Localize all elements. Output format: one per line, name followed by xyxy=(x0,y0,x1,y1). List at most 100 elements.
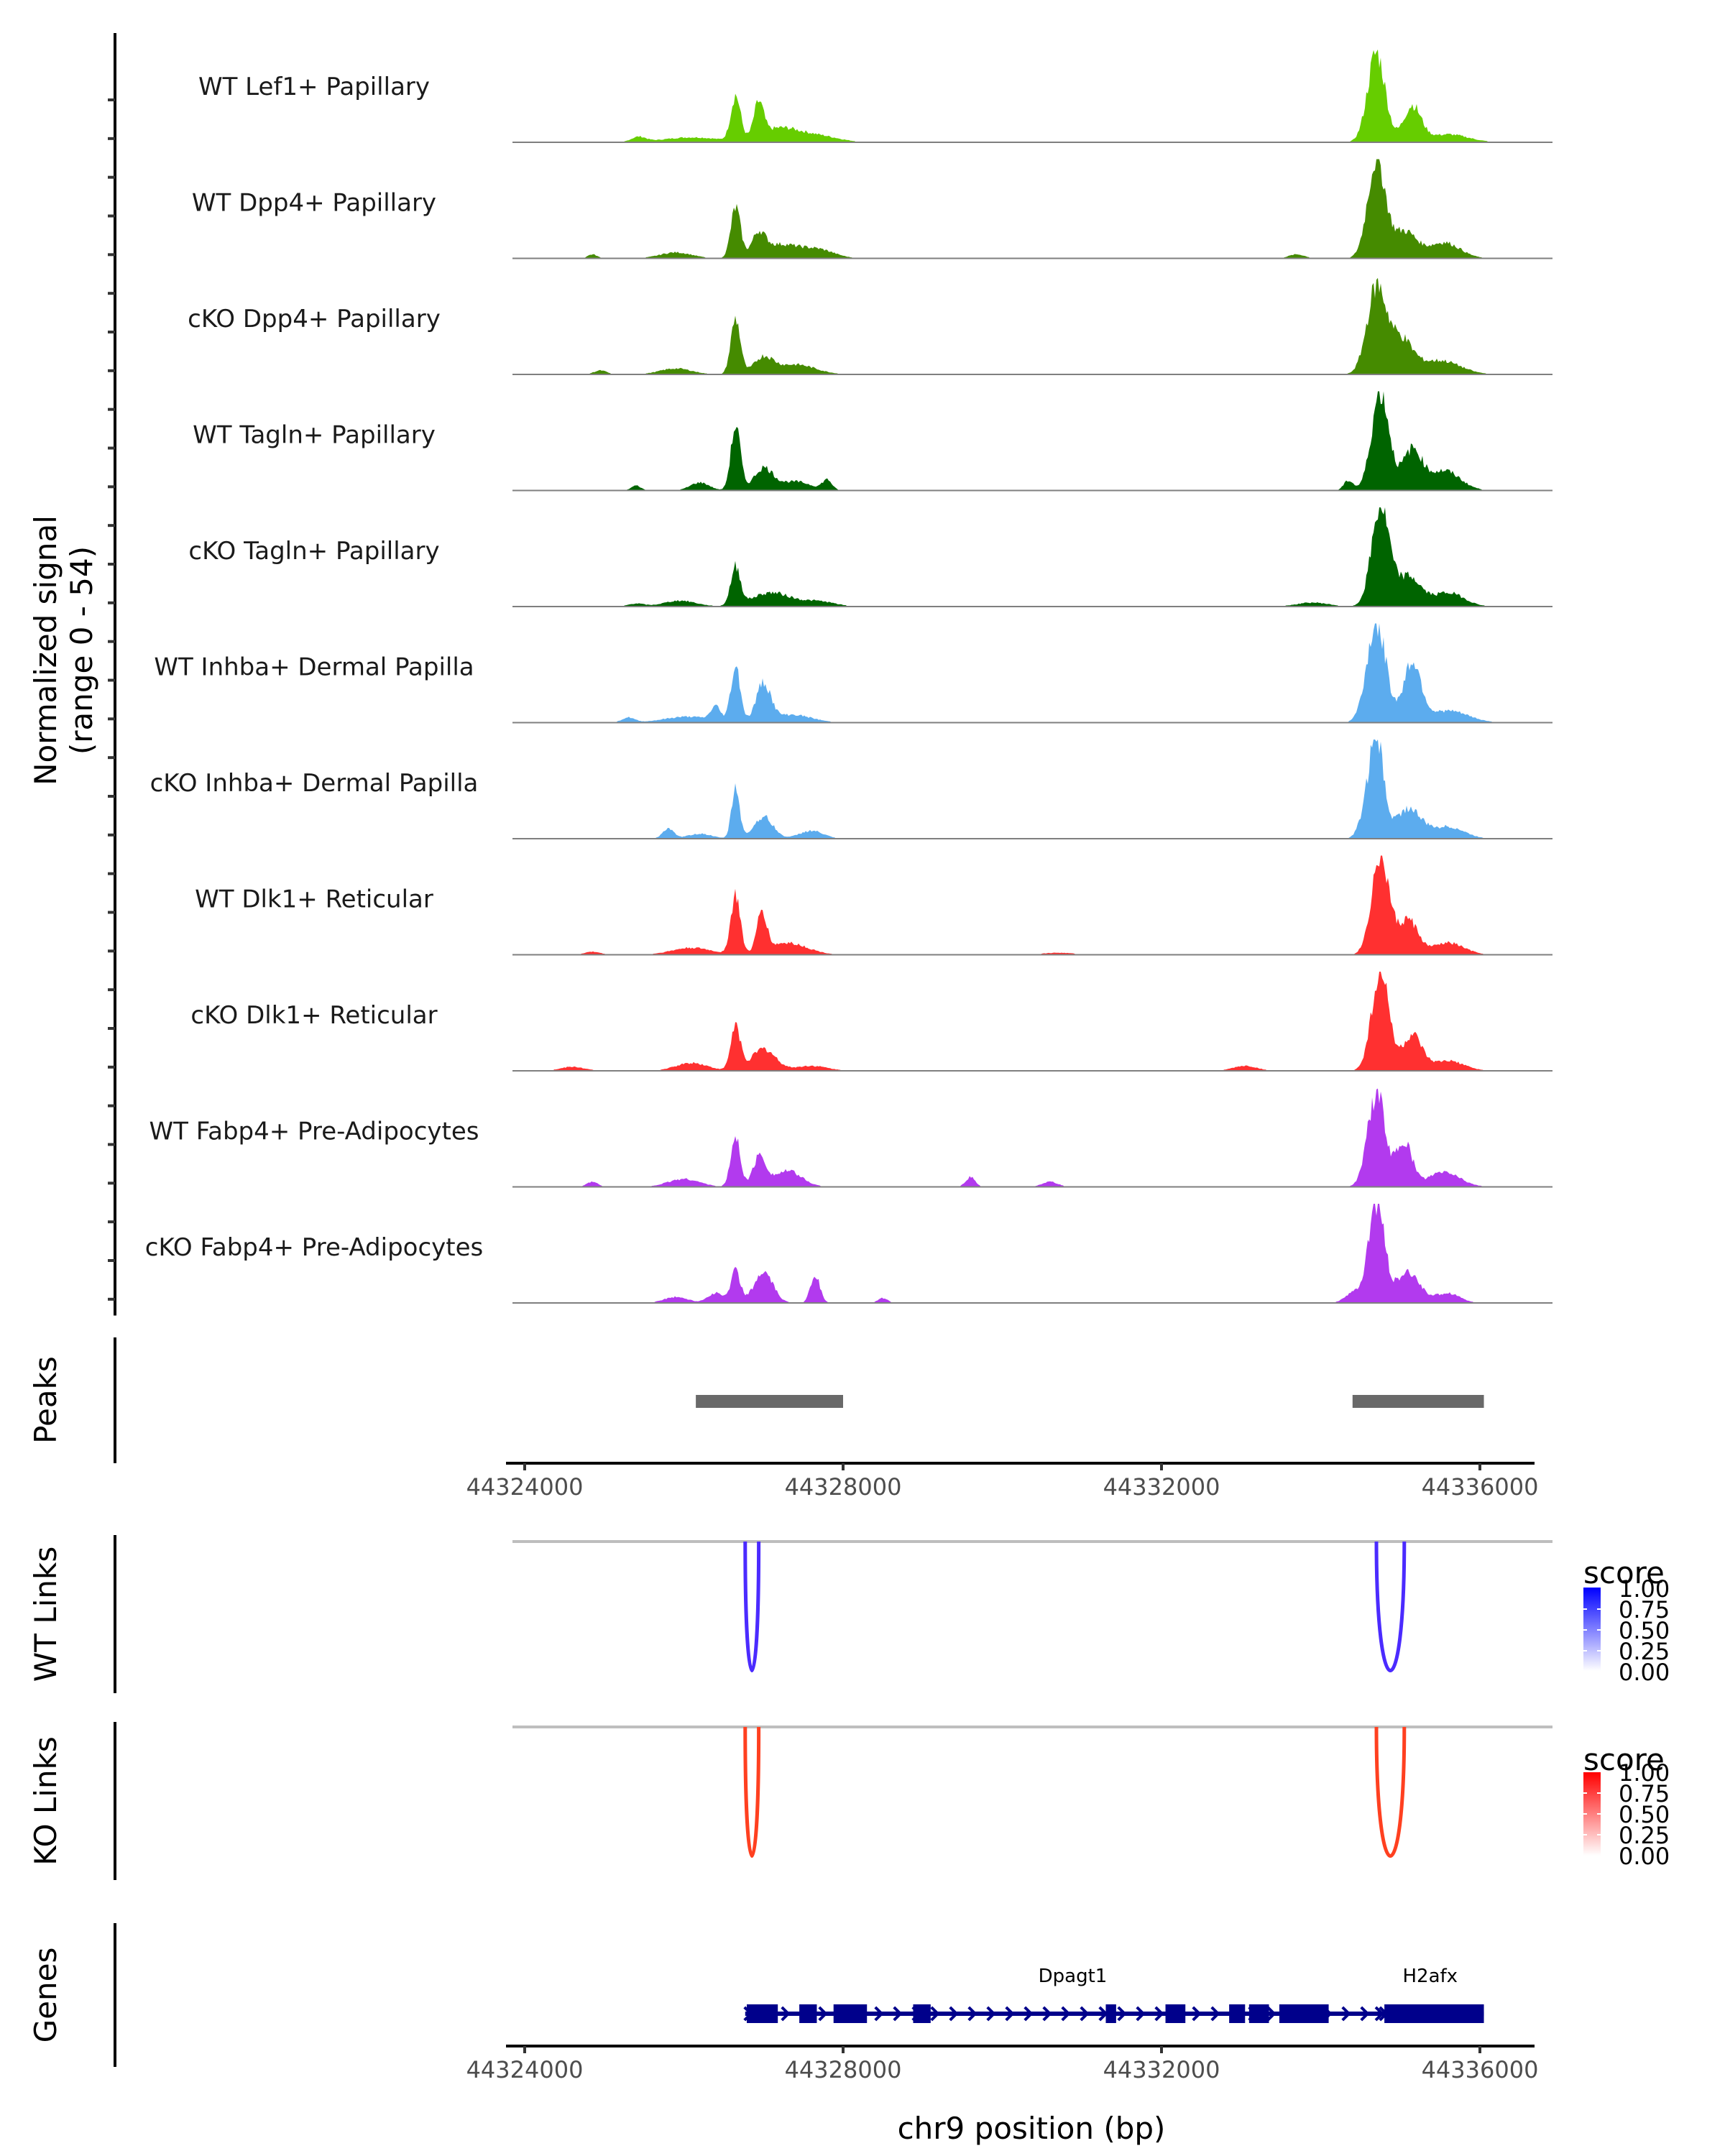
coverage-track: cKO Tagln+ Papillary xyxy=(188,507,1552,607)
track-label: cKO Tagln+ Papillary xyxy=(188,537,439,566)
x-tick-label: 44328000 xyxy=(785,2056,902,2083)
coverage-area xyxy=(512,391,1552,491)
x-tick-label: 44336000 xyxy=(1422,1473,1539,1501)
legend-tick-label: 0.25 xyxy=(1619,1638,1670,1665)
track-label: WT Dlk1+ Reticular xyxy=(195,885,433,914)
strand-arrow-icon xyxy=(1005,2006,1015,2022)
coverage-area xyxy=(512,1088,1552,1187)
strand-arrow-icon xyxy=(1192,2006,1202,2022)
strand-arrow-icon xyxy=(1042,2006,1052,2022)
strand-arrow-icon xyxy=(930,2006,940,2022)
track-label: cKO Dpp4+ Papillary xyxy=(188,305,441,333)
strand-arrow-icon xyxy=(986,2006,996,2022)
gene-model: H2afx xyxy=(1374,1966,1484,2023)
gene-label: H2afx xyxy=(1402,1966,1458,1987)
x-tick-label: 44336000 xyxy=(1422,2056,1539,2083)
strand-arrow-icon xyxy=(1136,2006,1146,2022)
legend-tick-label: 0.50 xyxy=(1619,1801,1670,1828)
exon xyxy=(799,2004,817,2023)
coverage-area xyxy=(512,507,1552,607)
gene-models: Dpagt1 H2afx xyxy=(743,1966,1484,2023)
coverage-track: WT Lef1+ Papillary xyxy=(198,49,1552,143)
legend-tick-label: 0.25 xyxy=(1619,1822,1670,1849)
signal-y-axis-title: Normalized signal xyxy=(28,515,63,786)
wt-legend-title: score xyxy=(1583,1555,1665,1590)
coverage-track: cKO Dpp4+ Papillary xyxy=(188,277,1552,375)
peak-region xyxy=(1352,1395,1484,1408)
ko-links-legend: score 1.000.750.500.250.00 xyxy=(1583,1742,1670,1870)
ko-legend-title: score xyxy=(1583,1742,1665,1777)
legend-tick-label: 0.50 xyxy=(1619,1617,1670,1644)
ko-links-label: KO Links xyxy=(28,1736,63,1866)
strand-arrow-icon xyxy=(1374,2006,1384,2022)
legend-tick-label: 0.00 xyxy=(1619,1843,1670,1870)
exon xyxy=(1279,2004,1329,2023)
exon xyxy=(746,2004,778,2023)
strand-arrow-icon xyxy=(967,2006,978,2022)
track-label: WT Inhba+ Dermal Papilla xyxy=(154,653,474,682)
exon xyxy=(1384,2004,1484,2023)
coverage-track: cKO Dlk1+ Reticular xyxy=(190,972,1552,1072)
gene-label: Dpagt1 xyxy=(1039,1966,1108,1987)
link-arc xyxy=(1374,1541,1407,1672)
strand-arrow-icon xyxy=(949,2006,959,2022)
track-label: WT Lef1+ Papillary xyxy=(198,73,430,101)
x-axis-bottom: 44324000 44328000 44332000 44336000 xyxy=(466,2045,1539,2083)
coverage-area xyxy=(512,623,1552,723)
coverage-track: WT Dpp4+ Papillary xyxy=(192,159,1552,259)
signal-y-axis-subtitle: (range 0 - 54) xyxy=(64,546,99,755)
wt-links-legend: score 1.000.750.500.250.00 xyxy=(1583,1555,1670,1686)
exon xyxy=(833,2004,868,2023)
coverage-track: cKO Fabp4+ Pre-Adipocytes xyxy=(145,1204,1552,1304)
x-tick-label: 44332000 xyxy=(1103,1473,1220,1501)
legend-tick-label: 0.75 xyxy=(1619,1780,1670,1807)
coverage-track: cKO Inhba+ Dermal Papilla xyxy=(150,740,1552,839)
strand-arrow-icon xyxy=(1061,2006,1071,2022)
strand-arrow-icon xyxy=(893,2006,903,2022)
coverage-area xyxy=(512,972,1552,1071)
coverage-tracks: WT Lef1+ Papillary WT Dpp4+ Papillary cKO … xyxy=(145,49,1552,1304)
strand-arrow-icon xyxy=(781,2006,791,2022)
link-arc xyxy=(1374,1726,1407,1858)
legend-tick-label: 0.75 xyxy=(1619,1596,1670,1623)
gene-model: Dpagt1 xyxy=(743,1966,1401,2023)
coverage-track: WT Inhba+ Dermal Papilla xyxy=(154,623,1552,724)
signal-y-axis xyxy=(108,33,116,1316)
track-label: cKO Fabp4+ Pre-Adipocytes xyxy=(145,1233,484,1262)
coverage-area xyxy=(512,740,1552,839)
exon xyxy=(1229,2004,1246,2023)
x-tick-label: 44332000 xyxy=(1103,2056,1220,2083)
peak-region xyxy=(696,1395,843,1408)
track-label: cKO Dlk1+ Reticular xyxy=(190,1001,437,1030)
track-label: cKO Inhba+ Dermal Papilla xyxy=(150,769,479,798)
x-tick-label: 44324000 xyxy=(466,1473,584,1501)
wt-links-label: WT Links xyxy=(28,1547,63,1682)
legend-tick-label: 1.00 xyxy=(1619,1759,1670,1787)
exon xyxy=(913,2004,931,2023)
peak-regions xyxy=(696,1395,1484,1408)
track-label: WT Fabp4+ Pre-Adipocytes xyxy=(150,1118,479,1146)
legend-tick-label: 0.00 xyxy=(1619,1659,1670,1686)
coverage-track: WT Dlk1+ Reticular xyxy=(195,855,1552,956)
strand-arrow-icon xyxy=(1266,2006,1276,2022)
exon xyxy=(1165,2004,1186,2023)
coverage-track: WT Fabp4+ Pre-Adipocytes xyxy=(150,1088,1552,1188)
strand-arrow-icon xyxy=(1360,2006,1370,2022)
x-axis-title: chr9 position (bp) xyxy=(898,2111,1166,2146)
genes-label: Genes xyxy=(28,1948,63,2043)
x-tick-label: 44324000 xyxy=(466,2056,584,2083)
strand-arrow-icon xyxy=(818,2006,828,2022)
exon xyxy=(1248,2004,1269,2023)
link-arc xyxy=(743,1541,761,1672)
track-label: WT Tagln+ Papillary xyxy=(193,421,436,450)
strand-arrow-icon xyxy=(874,2006,884,2022)
strand-arrow-icon xyxy=(1154,2006,1164,2022)
coverage-area xyxy=(512,159,1552,259)
strand-arrow-icon xyxy=(1210,2006,1220,2022)
x-tick-label: 44328000 xyxy=(785,1473,902,1501)
legend-tick-label: 1.00 xyxy=(1619,1575,1670,1603)
exon xyxy=(1105,2004,1116,2023)
strand-arrow-icon xyxy=(1341,2006,1351,2022)
link-arc xyxy=(743,1726,761,1858)
